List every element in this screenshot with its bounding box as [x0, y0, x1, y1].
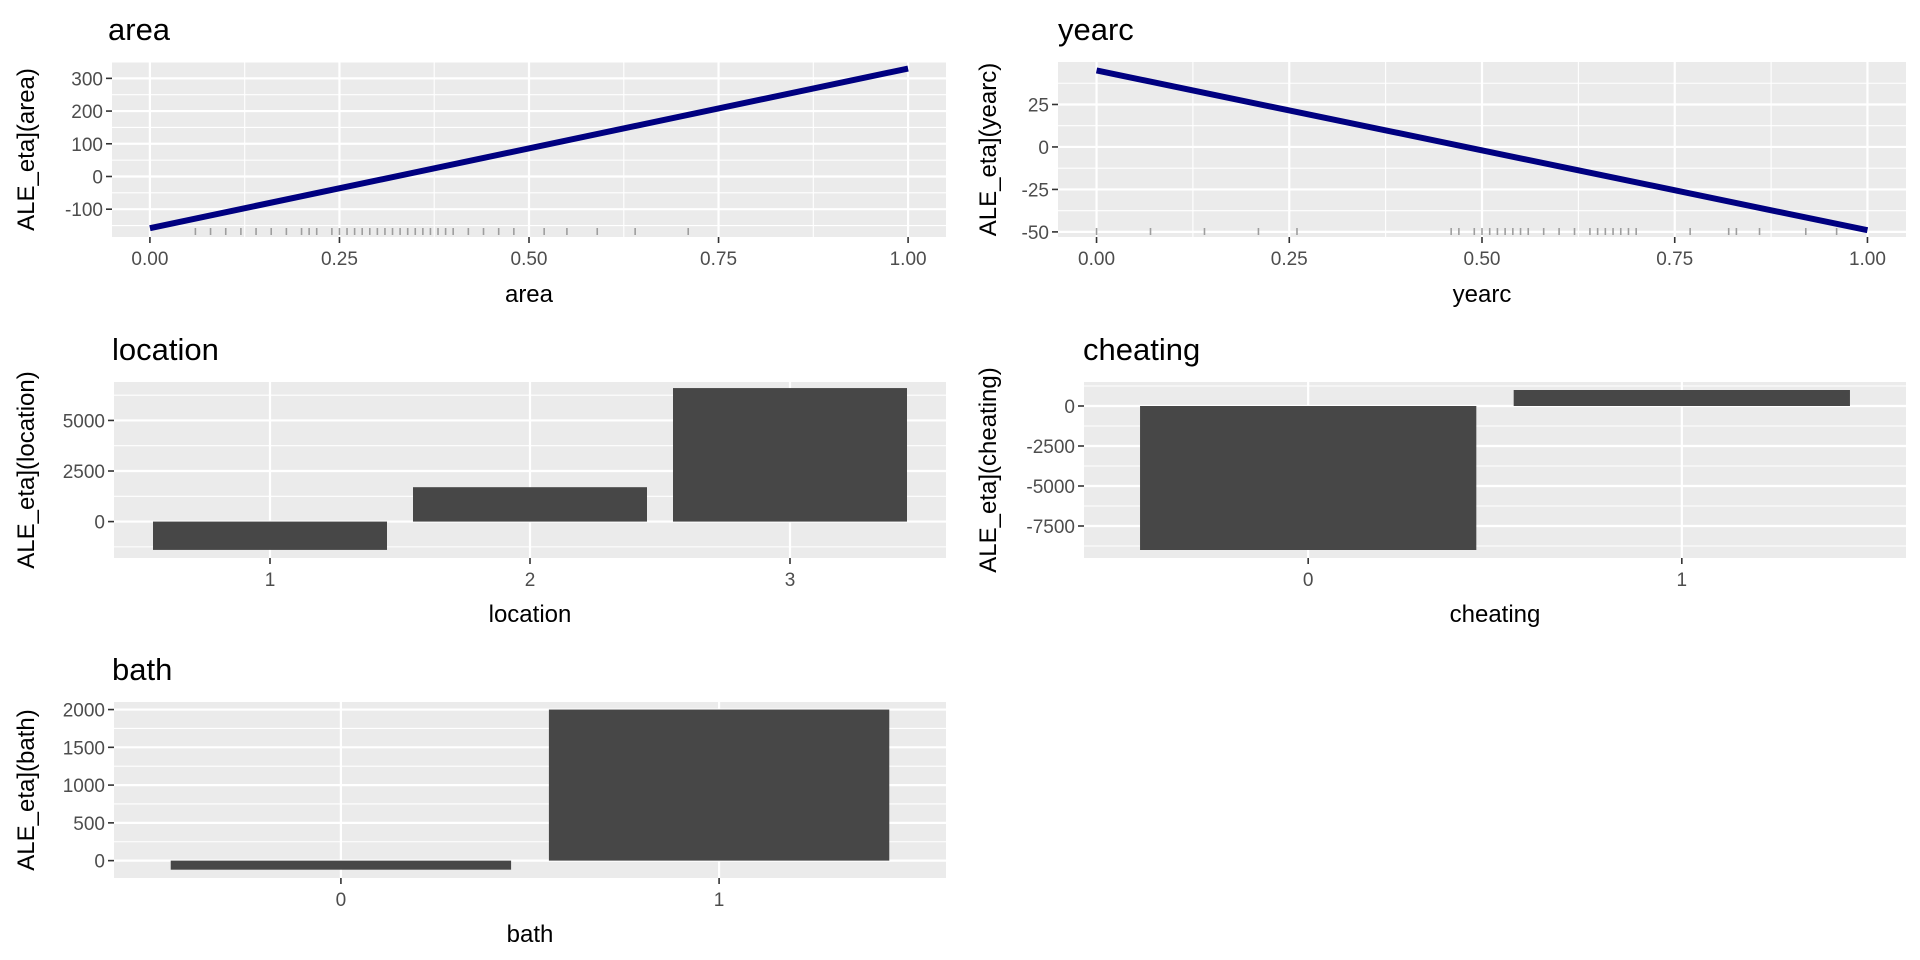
x-tick-label: 0.75	[700, 249, 737, 270]
y-axis-title: ALE_eta](yearc)	[975, 63, 1002, 236]
x-tick-label: 0	[336, 890, 347, 911]
x-tick-label: 0.25	[1271, 249, 1308, 270]
panel-cheating: -7500 -5000 -2500 0 0 1 cheating cheating ALE_et…	[975, 332, 1906, 628]
x-axis-title: yearc	[1453, 281, 1512, 308]
x-tick-label: 1.00	[890, 249, 927, 270]
x-tick-label: 2	[525, 570, 536, 591]
x-tick-label: 0.75	[1656, 249, 1693, 270]
panel-title: location	[112, 332, 219, 367]
panel-title: cheating	[1083, 332, 1200, 367]
y-tick-label: 100	[71, 135, 103, 156]
panel-area: -100 0 100 200 300 0.00 0.25 0.50 0.75 1.00 area ar…	[13, 12, 946, 308]
y-tick-label: 1500	[63, 738, 105, 759]
panel-bath: 0 500 1000 1500 2000 0 1 bath bath ALE_eta](bath)	[13, 652, 946, 948]
x-tick-label: 1	[1677, 570, 1688, 591]
y-tick-label: -100	[65, 200, 103, 221]
y-tick-label: 0	[94, 852, 105, 873]
y-tick-label: -2500	[1026, 437, 1075, 458]
y-axis-title: ALE_eta](bath)	[13, 709, 40, 870]
bar-bath-0	[170, 860, 512, 870]
bar-cheating-0	[1140, 406, 1477, 550]
panel-yearc: -50 -25 0 25 0.00 0.25 0.50 0.75 1.00 yearc yearc A…	[975, 12, 1906, 308]
x-axis-title: bath	[507, 921, 554, 948]
bar-bath-1	[548, 709, 890, 861]
bar-cheating-1	[1513, 390, 1850, 406]
y-tick-label: 0	[92, 167, 103, 188]
y-tick-label: 200	[71, 102, 103, 123]
y-tick-label: -5000	[1026, 477, 1075, 498]
y-tick-label: 25	[1028, 95, 1049, 116]
panel-title: bath	[112, 652, 172, 687]
y-tick-label: 2000	[63, 701, 105, 722]
y-tick-label: 0	[94, 513, 105, 534]
y-tick-label: 1000	[63, 776, 105, 797]
y-axis-title: ALE_eta](area)	[13, 68, 40, 231]
x-axis-title: location	[489, 601, 572, 628]
y-tick-label: 500	[73, 814, 105, 835]
x-axis-title: area	[505, 281, 554, 308]
y-tick-label: -50	[1022, 223, 1049, 244]
y-tick-label: 0	[1064, 397, 1075, 418]
x-axis-title: cheating	[1450, 601, 1541, 628]
x-tick-label: 0.25	[321, 249, 358, 270]
panel-title: area	[108, 12, 171, 47]
x-tick-label: 3	[785, 570, 796, 591]
x-tick-label: 1	[265, 570, 276, 591]
y-tick-label: 5000	[63, 411, 105, 432]
x-tick-label: 0.50	[1464, 249, 1501, 270]
y-axis-title: ALE_eta](location)	[13, 371, 40, 568]
y-tick-label: -25	[1022, 180, 1049, 201]
x-tick-label: 0.00	[1078, 249, 1115, 270]
y-tick-label: 0	[1038, 138, 1049, 159]
x-tick-label: 0.50	[511, 249, 548, 270]
panel-location: 0 2500 5000 1 2 3 location location ALE_eta](loc…	[13, 332, 946, 628]
x-tick-label: 1.00	[1849, 249, 1886, 270]
panel-title: yearc	[1058, 12, 1134, 47]
ale-line-yearc	[1095, 67, 1869, 234]
x-tick-label: 0.00	[131, 249, 168, 270]
bar-location-3	[673, 388, 907, 522]
y-axis-title: ALE_eta](cheating)	[975, 367, 1002, 572]
x-tick-label: 0	[1303, 570, 1314, 591]
x-tick-label: 1	[714, 890, 725, 911]
y-tick-label: 2500	[63, 462, 105, 483]
y-tick-label: 300	[71, 69, 103, 90]
bar-location-2	[413, 487, 647, 522]
bar-location-1	[153, 521, 387, 550]
y-tick-label: -7500	[1026, 517, 1075, 538]
ale-line-area	[149, 65, 909, 232]
